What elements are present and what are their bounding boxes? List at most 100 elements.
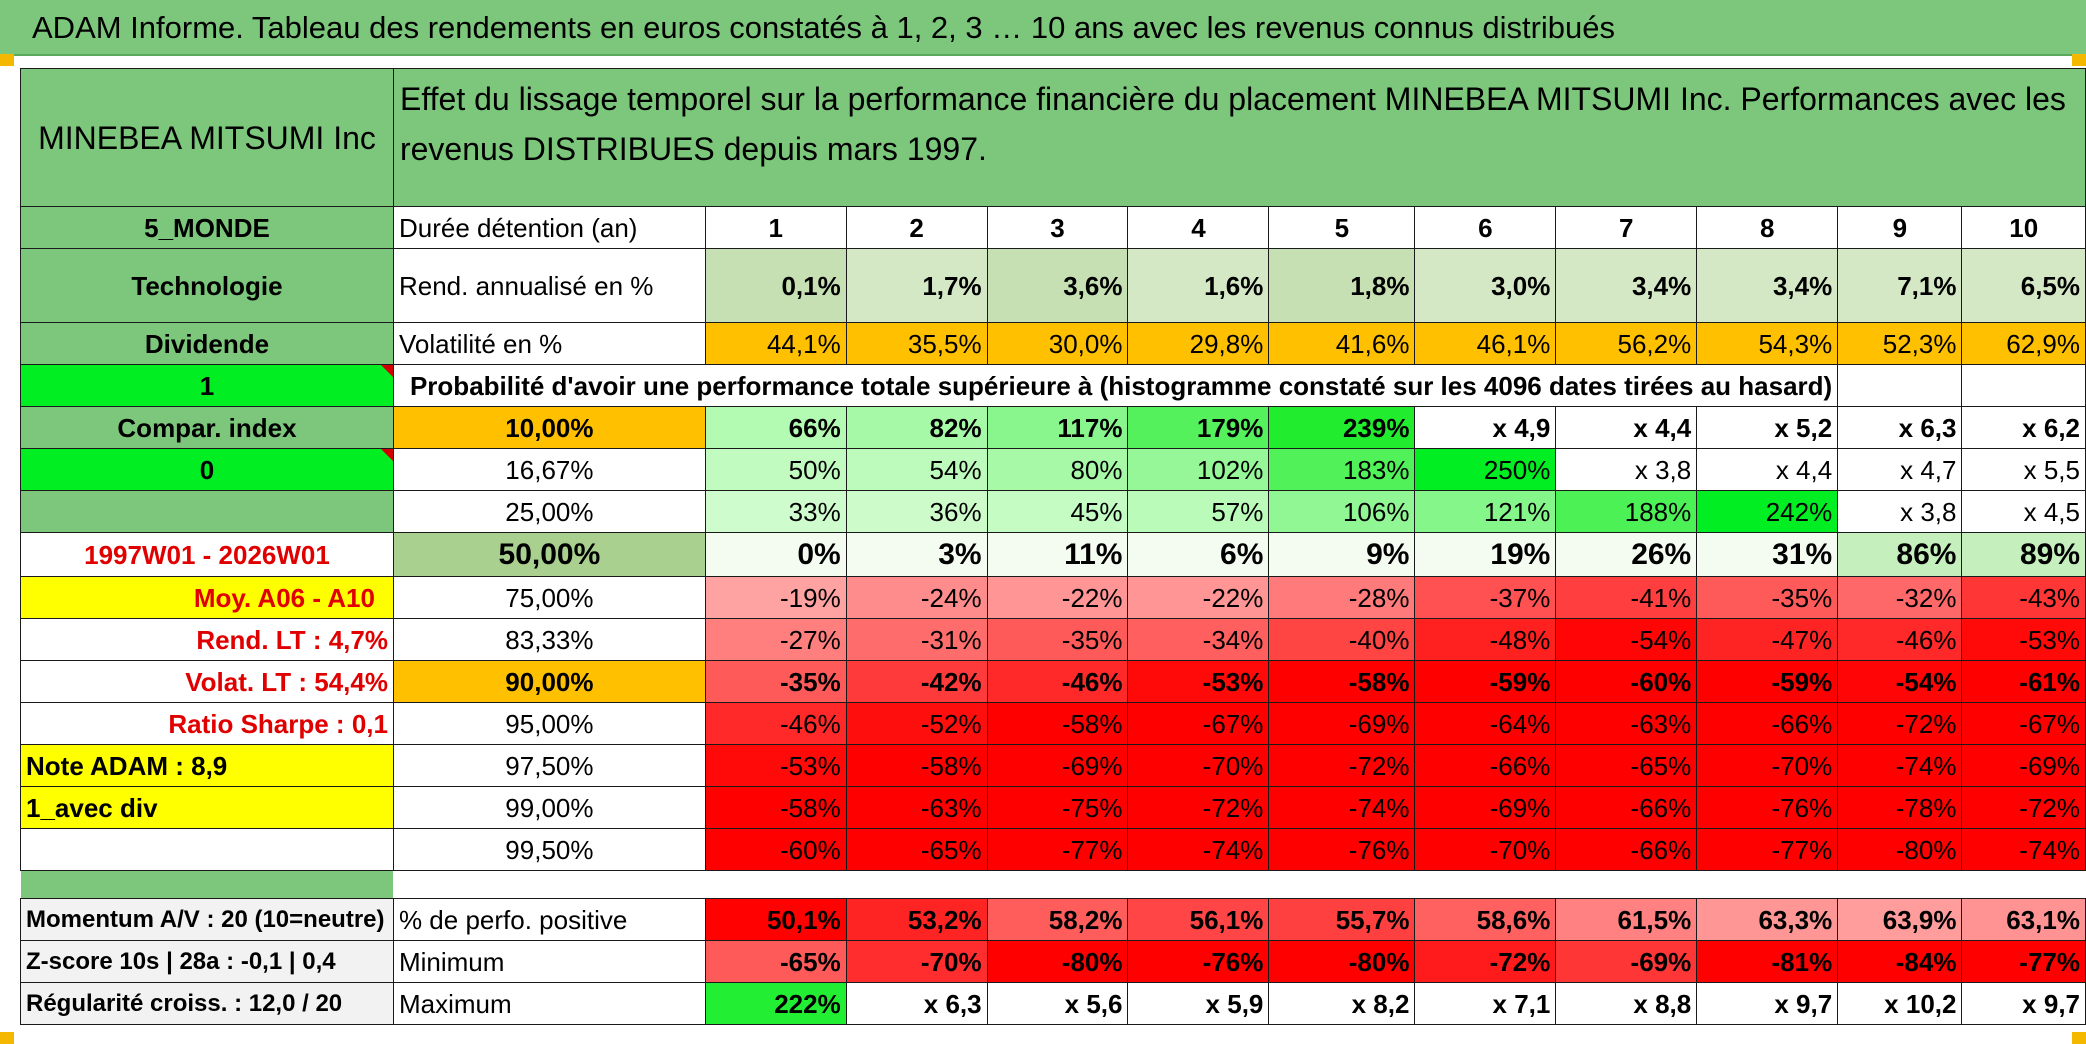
empty-cell: [1837, 364, 1963, 407]
duration-label: Durée détention (an): [392, 206, 706, 249]
minimum-cell: -84%: [1837, 940, 1963, 983]
quantile-cell: -19%: [704, 576, 847, 619]
corner-marker: [2072, 1032, 2086, 1044]
maximum-cell: x 5,6: [986, 982, 1129, 1025]
quantile-cell: -42%: [845, 660, 988, 703]
quantile-cell: -70%: [1696, 744, 1839, 787]
maximum-cell: x 5,9: [1127, 982, 1270, 1025]
year-header: 2: [845, 206, 988, 249]
quantile-cell: 102%: [1127, 448, 1270, 491]
quantile-cell: -60%: [1555, 660, 1698, 703]
quantile-cell: 242%: [1696, 490, 1839, 533]
positive-perf-cell: 58,6%: [1414, 898, 1557, 941]
quantile-cell: -59%: [1414, 660, 1557, 703]
pos-label: % de perfo. positive: [392, 898, 706, 941]
maximum-cell: x 10,2: [1837, 982, 1963, 1025]
minimum-cell: -69%: [1555, 940, 1698, 983]
quantile-cell: -72%: [1127, 786, 1270, 829]
minimum-cell: -77%: [1961, 940, 2086, 983]
minimum-cell: -81%: [1696, 940, 1839, 983]
empty-green-cell: [20, 490, 394, 533]
volatility-cell: 30,0%: [986, 322, 1129, 365]
quantile-cell: -58%: [1268, 660, 1416, 703]
quantile-cell: 33%: [704, 490, 847, 533]
quantile-cell: -72%: [1268, 744, 1416, 787]
quantile-cell: -61%: [1961, 660, 2086, 703]
quantile-cell: x 6,2: [1961, 406, 2086, 449]
quantile-cell: -65%: [845, 828, 988, 871]
spacer-green-cell: [20, 870, 394, 899]
report-title: ADAM Informe. Tableau des rendements en …: [0, 0, 2086, 56]
quantile-cell: -54%: [1837, 660, 1963, 703]
quantile-cell: -46%: [1837, 618, 1963, 661]
quantile-cell: -40%: [1268, 618, 1416, 661]
quantile-cell: -67%: [1127, 702, 1270, 745]
quantile-cell: x 4,5: [1961, 490, 2086, 533]
positive-perf-cell: 55,7%: [1268, 898, 1416, 941]
quantile-cell: -69%: [1414, 786, 1557, 829]
quantile-cell: -66%: [1414, 744, 1557, 787]
quantile-cell: 9%: [1268, 532, 1416, 577]
positive-perf-cell: 56,1%: [1127, 898, 1270, 941]
period-label: 1997W01 - 2026W01: [20, 532, 394, 577]
quantile-cell: 250%: [1414, 448, 1557, 491]
quantile-cell: -35%: [704, 660, 847, 703]
volatility-cell: 62,9%: [1961, 322, 2086, 365]
rend-cell: 3,4%: [1555, 248, 1698, 323]
volatility-cell: 56,2%: [1555, 322, 1698, 365]
quantile-cell: -72%: [1837, 702, 1963, 745]
quantile-cell: -64%: [1414, 702, 1557, 745]
quantile-cell: 54%: [845, 448, 988, 491]
quantile-cell: 106%: [1268, 490, 1416, 533]
quantile-cell: -77%: [1696, 828, 1839, 871]
quantile-cell: 19%: [1414, 532, 1557, 577]
year-header: 3: [986, 206, 1129, 249]
quantile-cell: -58%: [704, 786, 847, 829]
quantile-cell: x 4,4: [1555, 406, 1698, 449]
avec-div-label: 1_avec div: [20, 786, 394, 829]
quantile-cell: -34%: [1127, 618, 1270, 661]
quantile-cell: -69%: [1268, 702, 1416, 745]
positive-perf-cell: 53,2%: [845, 898, 988, 941]
quantile-cell: 183%: [1268, 448, 1416, 491]
quantile-label: 25,00%: [392, 490, 706, 533]
quantile-cell: -74%: [1127, 828, 1270, 871]
quantile-label: 50,00%: [392, 532, 706, 577]
quantile-cell: 31%: [1696, 532, 1839, 577]
sector-label: Technologie: [20, 248, 394, 323]
minimum-cell: -80%: [1268, 940, 1416, 983]
quantile-cell: -28%: [1268, 576, 1416, 619]
corner-marker: [2072, 54, 2086, 66]
quantile-cell: -74%: [1837, 744, 1963, 787]
quantile-cell: -46%: [704, 702, 847, 745]
quantile-label: 99,50%: [392, 828, 706, 871]
year-header: 5: [1268, 206, 1416, 249]
quantile-cell: -75%: [986, 786, 1129, 829]
empty-cell: [20, 828, 394, 871]
volatility-cell: 46,1%: [1414, 322, 1557, 365]
positive-perf-cell: 63,9%: [1837, 898, 1963, 941]
compar-index-label: Compar. index: [20, 406, 394, 449]
min-label: Minimum: [392, 940, 706, 983]
maximum-cell: 222%: [704, 982, 847, 1025]
volatility-cell: 44,1%: [704, 322, 847, 365]
quantile-cell: 36%: [845, 490, 988, 533]
rend-cell: 7,1%: [1837, 248, 1963, 323]
probability-label: Probabilité d'avoir une performance tota…: [392, 364, 1839, 407]
quantile-cell: -69%: [986, 744, 1129, 787]
quantile-cell: 121%: [1414, 490, 1557, 533]
rend-cell: 0,1%: [704, 248, 847, 323]
positive-perf-cell: 63,1%: [1961, 898, 2086, 941]
quantile-cell: 11%: [986, 532, 1129, 577]
quantile-cell: 57%: [1127, 490, 1270, 533]
rend-cell: 3,0%: [1414, 248, 1557, 323]
quantile-cell: -37%: [1414, 576, 1557, 619]
maximum-cell: x 8,2: [1268, 982, 1416, 1025]
year-header: 1: [704, 206, 847, 249]
quantile-cell: -41%: [1555, 576, 1698, 619]
quantile-cell: 3%: [845, 532, 988, 577]
rend-lt-label: Rend. LT : 4,7%: [20, 618, 394, 661]
quantile-cell: -46%: [986, 660, 1129, 703]
quantile-cell: -52%: [845, 702, 988, 745]
quantile-cell: -76%: [1696, 786, 1839, 829]
